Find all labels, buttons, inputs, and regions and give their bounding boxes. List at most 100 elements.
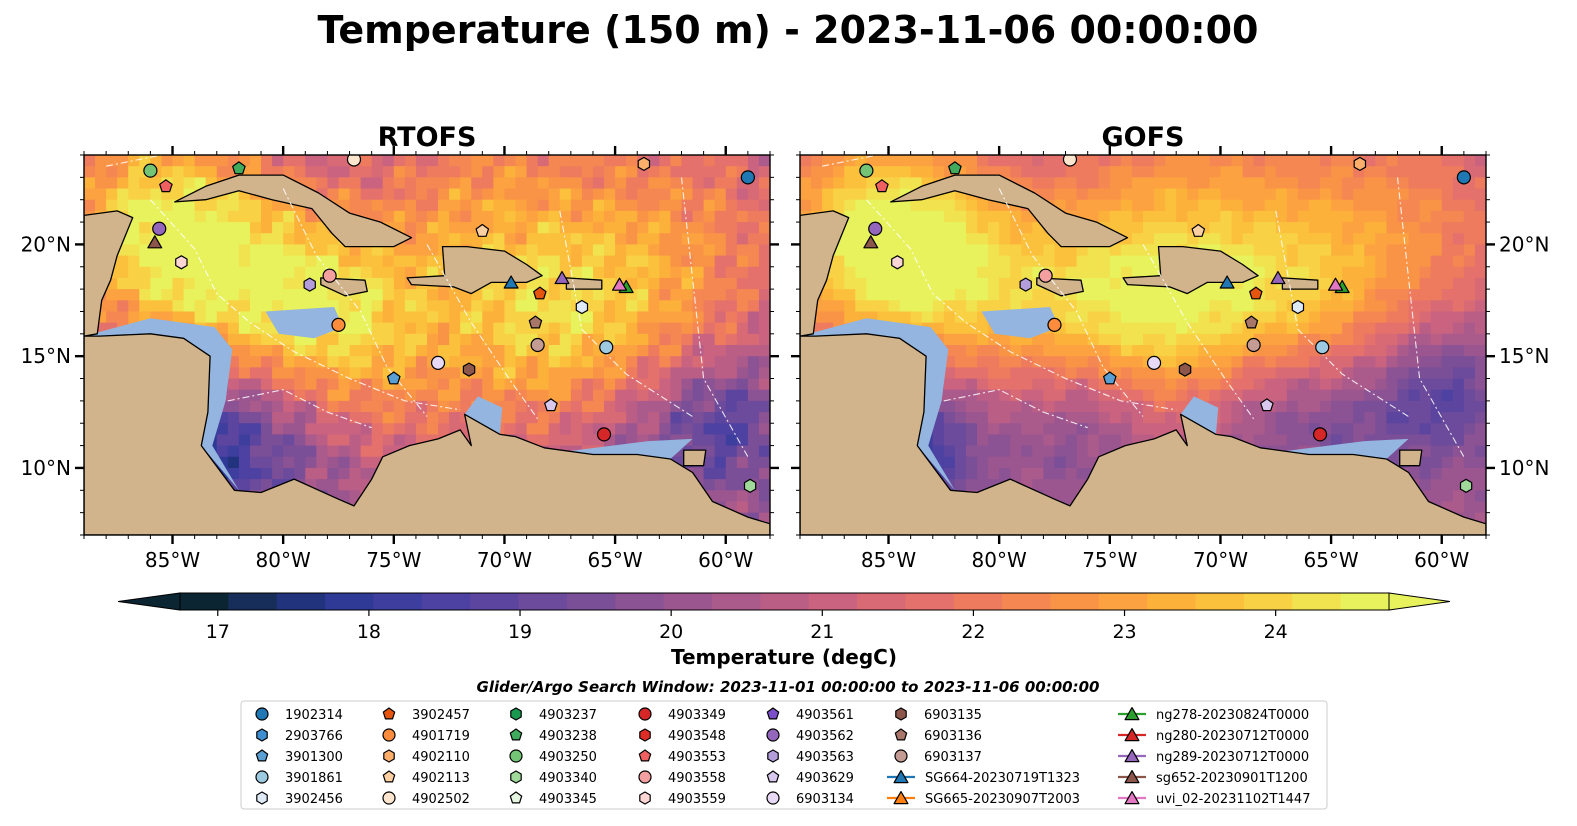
temperature-cell xyxy=(1231,277,1244,290)
colorbar-swatch xyxy=(421,593,471,610)
temperature-cell xyxy=(977,277,989,290)
temperature-cell xyxy=(1098,188,1111,201)
temperature-cell xyxy=(227,479,240,491)
temperature-cell xyxy=(899,266,912,279)
legend-label: 3902456 xyxy=(285,792,343,807)
temperature-cell xyxy=(1364,199,1376,212)
temperature-cell xyxy=(747,188,760,201)
legend-marker xyxy=(1124,769,1140,784)
temperature-cell xyxy=(921,199,934,212)
legend-marker xyxy=(639,728,651,742)
temperature-cell xyxy=(205,166,218,178)
temperature-cell xyxy=(681,389,694,402)
figure-title: Temperature (150 m) - 2023-11-06 00:00:0… xyxy=(317,8,1258,52)
temperature-cell xyxy=(305,333,317,346)
temperature-cell xyxy=(360,423,373,436)
temperature-cell xyxy=(261,345,273,357)
temperature-cell xyxy=(404,199,417,212)
temperature-cell xyxy=(238,356,251,368)
temperature-cell xyxy=(1242,188,1255,201)
temperature-cell xyxy=(626,400,638,413)
temperature-cell xyxy=(1253,266,1266,279)
temperature-cell xyxy=(537,311,550,324)
temperature-cell xyxy=(1143,244,1155,257)
temperature-cell xyxy=(822,289,834,301)
temperature-cell xyxy=(427,311,439,324)
temperature-cell xyxy=(1098,434,1111,447)
temperature-cell xyxy=(921,255,934,268)
temperature-cell xyxy=(670,166,683,178)
float-marker-4901719 xyxy=(1047,317,1062,332)
temperature-cell xyxy=(725,199,738,212)
temperature-cell xyxy=(1187,210,1199,223)
temperature-cell xyxy=(1408,155,1421,167)
temperature-cell xyxy=(393,155,406,167)
temperature-cell xyxy=(1021,400,1033,413)
temperature-cell xyxy=(1021,479,1033,491)
temperature-cell xyxy=(548,389,561,402)
temperature-cell xyxy=(493,222,506,234)
temperature-cell xyxy=(1441,479,1454,491)
temperature-cell xyxy=(1375,166,1388,178)
legend-marker xyxy=(382,707,396,720)
temperature-cell xyxy=(977,389,989,402)
temperature-cell xyxy=(1021,333,1033,346)
temperature-cell xyxy=(1441,345,1454,357)
temperature-cell xyxy=(1320,166,1332,178)
temperature-cell xyxy=(659,333,672,346)
temperature-cell xyxy=(1043,177,1056,190)
temperature-cell xyxy=(349,188,362,201)
temperature-cell xyxy=(316,400,329,413)
temperature-cell xyxy=(999,244,1011,257)
temperature-cell xyxy=(626,345,638,357)
temperature-cell xyxy=(615,400,627,413)
temperature-cell xyxy=(1320,244,1332,257)
temperature-cell xyxy=(943,300,956,313)
temperature-cell xyxy=(338,456,351,469)
temperature-cell xyxy=(449,311,461,324)
temperature-cell xyxy=(714,222,727,234)
temperature-cell xyxy=(681,300,694,313)
temperature-cell xyxy=(1397,155,1410,167)
temperature-cell xyxy=(283,345,295,357)
temperature-cell xyxy=(1452,266,1465,279)
temperature-cell xyxy=(1463,277,1476,290)
temperature-cell xyxy=(988,367,1000,380)
temperature-cell xyxy=(1065,434,1078,447)
temperature-cell xyxy=(954,322,967,335)
temperature-cell xyxy=(615,289,627,301)
temperature-cell xyxy=(1441,467,1454,480)
temperature-cell xyxy=(988,456,1000,469)
temperature-cell xyxy=(504,389,517,402)
temperature-cell xyxy=(954,445,967,458)
temperature-cell xyxy=(659,199,672,212)
temperature-cell xyxy=(294,222,306,234)
temperature-cell xyxy=(537,345,550,357)
temperature-cell xyxy=(427,378,439,391)
temperature-cell xyxy=(736,333,749,346)
temperature-cell xyxy=(371,412,384,424)
temperature-cell xyxy=(139,255,151,268)
temperature-cell xyxy=(1154,210,1166,223)
temperature-cell xyxy=(1375,155,1388,167)
temperature-cell xyxy=(570,378,583,391)
temperature-cell xyxy=(294,412,306,424)
temperature-cell xyxy=(238,289,251,301)
temperature-cell xyxy=(648,277,660,290)
temperature-cell xyxy=(637,188,649,201)
temperature-cell xyxy=(316,166,329,178)
x-tick-label: 65°W xyxy=(1303,548,1358,572)
temperature-cell xyxy=(648,389,660,402)
temperature-cell xyxy=(626,177,638,190)
shelf-shallow-area xyxy=(84,318,239,491)
temperature-cell xyxy=(910,244,923,257)
temperature-cell xyxy=(415,400,428,413)
temperature-cell xyxy=(1474,166,1486,178)
legend-marker xyxy=(382,728,396,742)
temperature-cell xyxy=(515,277,528,290)
x-tick-label: 70°W xyxy=(477,548,532,572)
temperature-cell xyxy=(1021,166,1033,178)
temperature-cell xyxy=(349,467,362,480)
temperature-cell xyxy=(283,367,295,380)
temperature-cell xyxy=(615,255,627,268)
